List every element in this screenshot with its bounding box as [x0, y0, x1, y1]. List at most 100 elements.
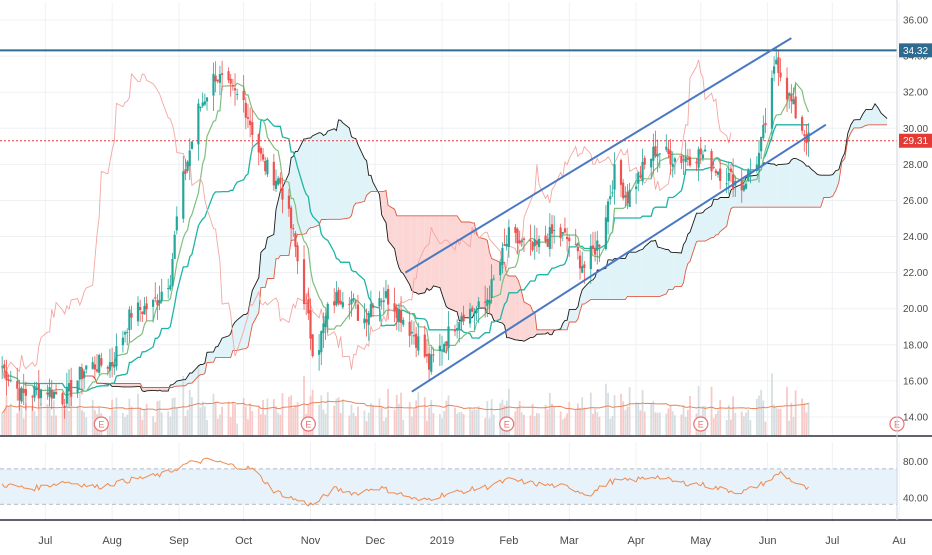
candle-body	[296, 245, 299, 262]
cloud-segment	[237, 314, 244, 351]
volume-bar	[607, 392, 609, 435]
price-tick-label: 20.00	[903, 304, 928, 315]
candle-body	[583, 264, 586, 268]
candle-body	[458, 322, 461, 331]
cloud-segment	[789, 159, 792, 208]
volume-bar	[171, 398, 174, 435]
cloud-segment	[500, 262, 503, 324]
volume-bar	[801, 398, 804, 435]
candle-body	[624, 195, 627, 198]
volume-bar	[417, 392, 420, 435]
volume-bar	[536, 413, 538, 435]
candle-body	[490, 279, 493, 299]
volume-bar	[622, 401, 625, 435]
volume-bar	[499, 402, 502, 435]
volume-bar	[486, 400, 489, 435]
cloud-segment	[442, 215, 445, 301]
volume-bar	[786, 386, 788, 435]
cloud-segment	[814, 171, 818, 208]
volume-bar	[564, 417, 566, 435]
oscillator-line	[1, 457, 809, 507]
candle-body	[438, 345, 441, 351]
candle-body	[807, 132, 810, 142]
volume-bar	[568, 401, 571, 435]
candle-body	[130, 313, 133, 318]
cloud-segment	[515, 276, 518, 341]
volume-bar	[303, 375, 305, 435]
channel-lower-line	[411, 123, 827, 393]
cloud-segment	[670, 252, 673, 290]
earnings-marker-label: E	[98, 420, 104, 430]
candle-body	[699, 148, 702, 155]
candle-body	[184, 169, 187, 174]
candle-body	[22, 388, 25, 393]
volume-bar	[115, 397, 118, 435]
volume-bar	[775, 407, 778, 435]
cloud-segment	[787, 163, 790, 208]
candle-body	[701, 154, 705, 159]
candle-body	[695, 161, 698, 164]
candle-body	[85, 365, 88, 370]
cloud-segment	[698, 213, 701, 242]
volume-bar	[154, 422, 157, 435]
cloud-segment	[862, 109, 866, 127]
candle-body	[574, 243, 577, 245]
cloud-segment	[506, 274, 509, 338]
candle-body	[548, 227, 551, 249]
cloud-segment	[448, 215, 455, 312]
volume-bar	[686, 409, 689, 435]
time-tick-label: Jul	[825, 535, 839, 547]
volume-bar	[16, 413, 19, 435]
cloud-segment	[138, 383, 141, 387]
cloud-segment	[726, 197, 729, 227]
volume-bar	[650, 403, 653, 435]
candle-body	[46, 392, 49, 395]
volume-bar	[266, 398, 269, 435]
volume-bar	[106, 421, 109, 435]
volume-bar	[740, 411, 743, 435]
cloud-segment	[263, 248, 266, 288]
volume-bar	[730, 419, 732, 435]
cloud-segment	[881, 112, 885, 125]
candle-body	[246, 117, 250, 119]
candle-body	[732, 174, 735, 190]
candle-body	[171, 259, 174, 286]
price-tick-label: 32.00	[903, 88, 928, 99]
candle-body	[63, 405, 66, 408]
volume-bar	[175, 408, 178, 435]
earnings-marker	[499, 416, 515, 432]
cloud-segment	[748, 175, 751, 208]
oscillator-tick-label: 40.00	[903, 493, 928, 504]
volume-bar	[113, 410, 116, 435]
candle-body	[757, 152, 761, 168]
candle-body	[350, 299, 353, 305]
volume-bar	[382, 421, 385, 435]
candle-body	[367, 313, 370, 325]
candle-body	[175, 216, 178, 231]
candle-body	[145, 303, 148, 310]
candle-body	[320, 331, 323, 353]
volume-bar	[311, 389, 314, 435]
candle-body	[70, 379, 73, 397]
volume-bar	[18, 399, 21, 435]
volume-bar	[173, 397, 176, 435]
volume-bar	[710, 386, 713, 435]
candle-body	[667, 148, 670, 154]
volume-bar	[227, 401, 230, 435]
candle-body	[305, 302, 308, 304]
candle-body	[714, 170, 717, 174]
candle-body	[432, 354, 435, 356]
cloud-segment	[655, 240, 658, 297]
volume-bar	[777, 408, 780, 435]
volume-bar	[37, 408, 40, 435]
candle-body	[33, 385, 36, 398]
cloud-segment	[366, 160, 369, 196]
candle-body	[151, 299, 155, 307]
cloud-segment	[258, 252, 261, 313]
time-tick-label: Apr	[628, 535, 645, 547]
cloud-segment	[595, 269, 598, 300]
volume-bar	[83, 411, 85, 435]
volume-bar	[199, 407, 202, 435]
volume-bar	[758, 395, 760, 435]
